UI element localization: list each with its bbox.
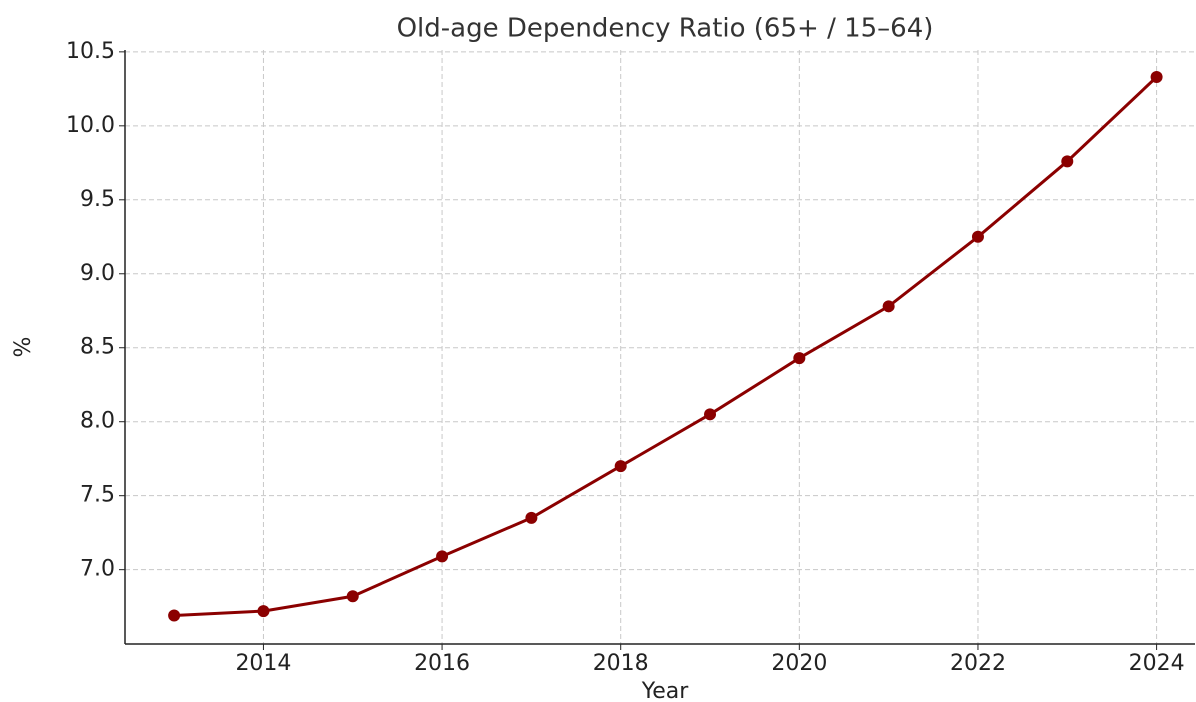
- point: [882, 300, 895, 313]
- point: [1150, 71, 1163, 83]
- point: [793, 352, 806, 365]
- point: [346, 590, 359, 603]
- y-tick-label: 8.5: [80, 335, 115, 360]
- y-tick-label: 9.5: [80, 187, 115, 212]
- y-tick-label: 7.0: [80, 557, 115, 582]
- point: [971, 230, 984, 243]
- point: [614, 460, 627, 473]
- y-tick-label: 10.5: [66, 39, 115, 64]
- line: [174, 75, 1158, 618]
- x-tick-label: 2022: [950, 651, 1006, 676]
- point: [436, 550, 449, 563]
- x-tick-label: 2016: [414, 651, 470, 676]
- y-tick-label: 9.0: [80, 261, 115, 286]
- x-tick-label: 2018: [593, 651, 649, 676]
- x-axis-label: Year: [641, 679, 690, 702]
- x-tick-label: 2024: [1129, 651, 1185, 676]
- point: [1061, 155, 1074, 168]
- point: [257, 605, 270, 618]
- x-tick-label: 2014: [235, 651, 291, 676]
- y-axis-label: %: [11, 337, 36, 358]
- y-tick-label: 10.0: [66, 113, 115, 138]
- x-tick-label: 2020: [771, 651, 827, 676]
- point: [168, 609, 181, 622]
- point: [704, 408, 717, 421]
- chart-title: Old-age Dependency Ratio (65+ / 15–64): [397, 14, 934, 44]
- y-tick-label: 7.5: [80, 483, 115, 508]
- point: [525, 511, 538, 524]
- y-tick-label: 8.0: [80, 409, 115, 434]
